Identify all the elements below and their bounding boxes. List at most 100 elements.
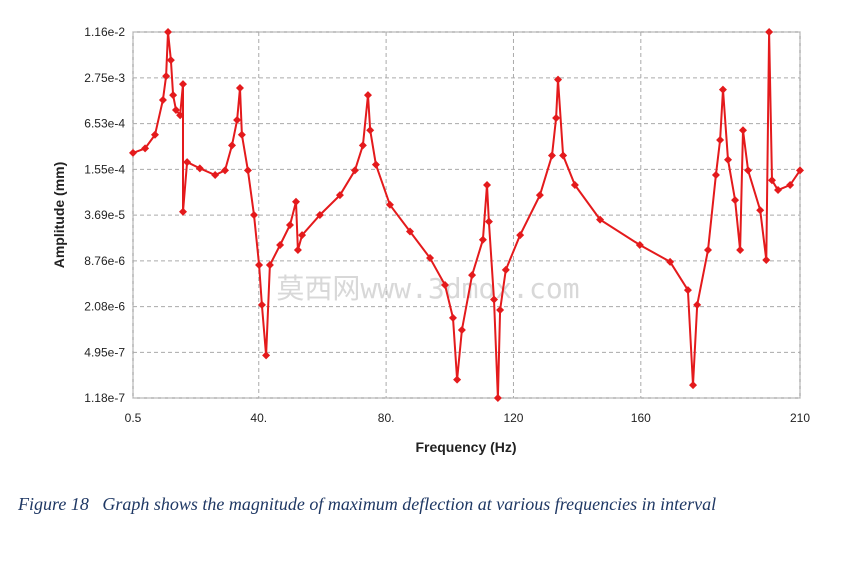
data-point: [221, 166, 230, 175]
data-point: [683, 286, 692, 295]
data-point: [176, 111, 185, 120]
y-tick-label: 1.16e-2: [84, 25, 125, 39]
data-point: [276, 241, 285, 250]
data-point: [756, 206, 765, 215]
data-point: [249, 210, 258, 219]
data-point: [233, 116, 242, 125]
y-axis-label: Amplitude (mm): [51, 162, 67, 269]
data-point: [183, 158, 192, 167]
data-point: [736, 246, 745, 255]
data-point: [298, 231, 307, 240]
data-point: [483, 180, 492, 189]
data-point: [171, 106, 180, 115]
data-point: [257, 300, 266, 309]
x-axis-label: Frequency (Hz): [415, 439, 516, 455]
y-tick-label: 1.55e-4: [84, 162, 125, 176]
chart: Frequency (Hz) Amplitude (mm) 莫西网www.3dm…: [51, 25, 810, 455]
data-point: [255, 260, 264, 269]
data-point: [150, 130, 159, 139]
data-point: [350, 166, 359, 175]
data-point: [786, 180, 795, 189]
watermark: 莫西网www.3dmox.com: [276, 272, 579, 305]
data-point: [516, 231, 525, 240]
data-point: [739, 126, 748, 135]
data-point: [501, 265, 510, 274]
data-point: [366, 126, 375, 135]
data-point: [552, 113, 561, 122]
data-point: [767, 176, 776, 185]
data-point: [453, 375, 462, 384]
y-tick-label: 2.75e-3: [84, 71, 125, 85]
data-point: [559, 151, 568, 160]
data-point: [570, 180, 579, 189]
data-point: [635, 241, 644, 250]
y-tick-label: 6.53e-4: [84, 117, 125, 131]
data-point: [178, 80, 187, 89]
data-point: [744, 166, 753, 175]
data-point: [731, 196, 740, 205]
data-point: [448, 313, 457, 322]
x-tick-label: 40.: [250, 411, 267, 425]
x-tick-label: 120: [503, 411, 523, 425]
data-point: [774, 186, 783, 195]
data-point: [285, 221, 294, 230]
x-tick-label: 80.: [378, 411, 395, 425]
data-point: [211, 170, 220, 179]
data-point: [535, 191, 544, 200]
data-point: [371, 160, 380, 169]
data-point: [166, 56, 175, 65]
data-point: [484, 217, 493, 226]
data-point: [237, 130, 246, 139]
x-tick-label: 0.5: [125, 411, 142, 425]
data-point: [765, 28, 774, 36]
data-point: [693, 300, 702, 309]
data-point: [315, 210, 324, 219]
data-point: [457, 325, 466, 334]
data-point: [724, 155, 733, 164]
data-point: [490, 295, 499, 304]
data-point: [358, 141, 367, 150]
y-tick-label: 4.95e-7: [84, 345, 125, 359]
data-point: [335, 191, 344, 200]
data-point: [468, 271, 477, 280]
data-point: [292, 197, 301, 206]
data-point: [243, 166, 252, 175]
data-point: [762, 256, 771, 265]
data-point: [478, 235, 487, 244]
data-point: [441, 281, 450, 290]
data-point: [796, 166, 804, 175]
data-point: [169, 91, 178, 100]
y-tick-label: 2.08e-6: [84, 300, 125, 314]
data-line: [132, 31, 801, 399]
data-point: [293, 246, 302, 255]
x-tick-label: 210: [790, 411, 810, 425]
data-point: [228, 141, 237, 150]
data-point: [554, 75, 563, 84]
data-point: [426, 253, 435, 262]
y-tick-label: 8.76e-6: [84, 254, 125, 268]
data-point: [496, 306, 505, 315]
data-point: [164, 28, 173, 36]
data-point: [129, 148, 137, 157]
y-tick-label: 1.18e-7: [84, 391, 125, 405]
data-point: [547, 151, 556, 160]
data-point: [262, 351, 271, 360]
data-point: [666, 257, 675, 266]
data-point: [689, 381, 698, 390]
data-point: [405, 227, 414, 236]
data-point: [158, 96, 167, 105]
y-tick-label: 3.69e-5: [84, 208, 125, 222]
data-point: [718, 85, 727, 94]
data-point: [493, 394, 502, 402]
data-point: [596, 215, 605, 224]
data-point: [265, 260, 274, 269]
data-point: [195, 164, 204, 173]
data-point: [363, 91, 372, 100]
data-point: [711, 170, 720, 179]
data-point: [385, 200, 394, 209]
data-point: [178, 207, 187, 216]
data-point: [716, 136, 725, 145]
data-point: [162, 72, 171, 81]
x-tick-label: 160: [631, 411, 651, 425]
